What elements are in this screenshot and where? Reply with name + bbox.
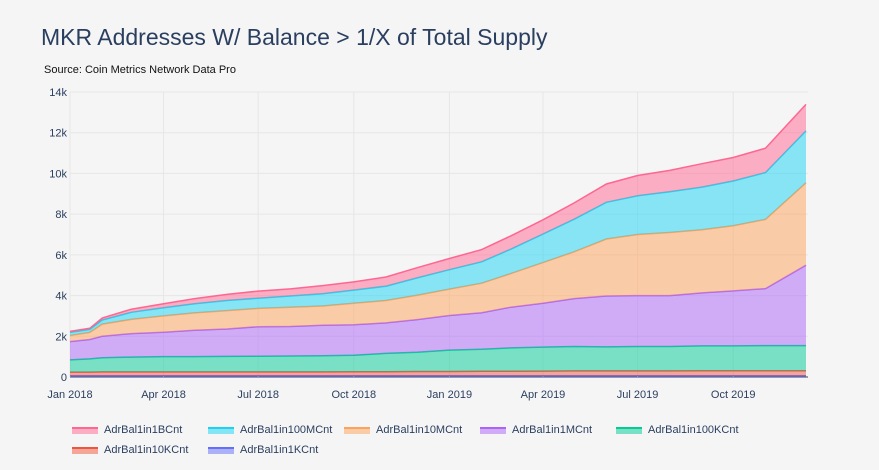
legend-swatch [208, 426, 234, 434]
legend-item-AdrBal1in10KCnt[interactable]: AdrBal1in10KCnt [72, 443, 208, 457]
y-tick-label: 4k [55, 291, 67, 303]
x-tick-label: Jan 2018 [47, 389, 92, 401]
x-tick-label: Jul 2019 [617, 389, 659, 401]
area-AdrBal1in1MCnt [70, 265, 806, 360]
legend-swatch [72, 446, 98, 454]
legend-item-AdrBal1in10MCnt[interactable]: AdrBal1in10MCnt [344, 423, 480, 437]
legend-item-AdrBal1in1BCnt[interactable]: AdrBal1in1BCnt [72, 423, 208, 437]
legend-swatch [480, 426, 506, 434]
legend-label: AdrBal1in10KCnt [104, 444, 189, 456]
area-AdrBal1in10MCnt [70, 182, 806, 342]
y-tick-label: 6k [55, 250, 67, 262]
legend-item-AdrBal1in100KCnt[interactable]: AdrBal1in100KCnt [616, 423, 752, 437]
legend-label: AdrBal1in1BCnt [104, 424, 183, 436]
x-tick-label: Oct 2018 [331, 389, 376, 401]
area-AdrBal1in100KCnt [70, 345, 806, 373]
x-tick-label: Oct 2019 [711, 389, 756, 401]
x-tick-label: Jan 2019 [427, 389, 472, 401]
y-axis-ticks: 0 2k 4k 6k 8k 10k 12k 14k [49, 87, 67, 384]
legend-swatch [344, 426, 370, 434]
legend-swatch [208, 446, 234, 454]
chart-subtitle: Source: Coin Metrics Network Data Pro [44, 64, 236, 76]
legend: AdrBal1in1BCnt AdrBal1in100MCnt AdrBal1in1… [72, 423, 872, 457]
x-tick-label: Jul 2018 [237, 389, 279, 401]
legend-label: AdrBal1in10MCnt [376, 424, 463, 436]
y-tick-label: 10k [49, 168, 67, 180]
legend-label: AdrBal1in100MCnt [240, 424, 333, 436]
y-tick-label: 2k [55, 331, 67, 343]
legend-label: AdrBal1in1KCnt [240, 444, 319, 456]
legend-swatch [72, 426, 98, 434]
y-tick-label: 0 [61, 372, 67, 384]
legend-item-AdrBal1in1MCnt[interactable]: AdrBal1in1MCnt [480, 423, 616, 437]
area-series [69, 103, 807, 377]
y-tick-label: 12k [49, 128, 67, 140]
line-AdrBal1in1BCnt [69, 103, 807, 333]
area-AdrBal1in100MCnt [70, 130, 806, 336]
area-AdrBal1in1BCnt [70, 104, 806, 333]
legend-label: AdrBal1in1MCnt [512, 424, 593, 436]
legend-item-AdrBal1in100MCnt[interactable]: AdrBal1in100MCnt [208, 423, 344, 437]
y-tick-label: 8k [55, 209, 67, 221]
x-tick-label: Apr 2018 [141, 389, 186, 401]
x-axis-ticks: Jan 2018 Apr 2018 Jul 2018 Oct 2018 Jan 2019… [47, 389, 755, 401]
legend-item-AdrBal1in1KCnt[interactable]: AdrBal1in1KCnt [208, 443, 344, 457]
chart-title: MKR Addresses W/ Balance > 1/X of Total … [41, 24, 548, 50]
legend-swatch [616, 426, 642, 434]
x-tick-label: Apr 2019 [521, 389, 566, 401]
legend-label: AdrBal1in100KCnt [648, 424, 739, 436]
y-tick-label: 14k [49, 87, 67, 99]
